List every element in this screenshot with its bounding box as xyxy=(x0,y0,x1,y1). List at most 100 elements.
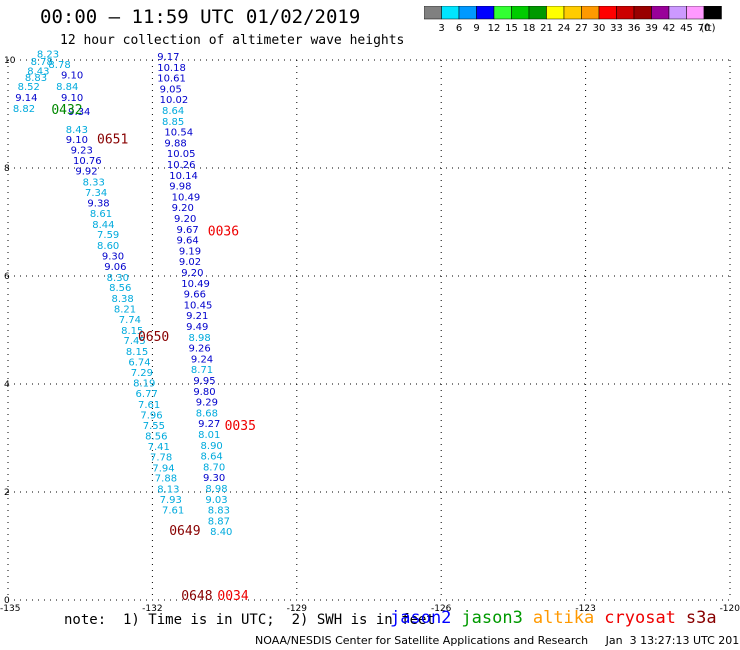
wave-height-reading: 8.83 xyxy=(208,506,230,517)
y-tick-label: 2 xyxy=(4,488,10,498)
pass-time-label: 0651 xyxy=(97,133,128,148)
wave-height-reading: 8.60 xyxy=(97,241,119,252)
x-tick-label: -123 xyxy=(575,604,595,614)
wave-height-reading: 9.24 xyxy=(191,354,213,365)
wave-height-reading: 7.94 xyxy=(152,463,174,474)
page-subtitle: 12 hour collection of altimeter wave hei… xyxy=(60,33,405,48)
wave-height-reading: 8.70 xyxy=(203,462,225,473)
pass-time-label: 0034 xyxy=(217,589,248,604)
page-title: 00:00 – 11:59 UTC 01/02/2019 xyxy=(40,6,361,28)
wave-height-reading: 8.30 xyxy=(107,273,129,284)
wave-height-reading: 7.74 xyxy=(119,315,141,326)
wave-height-reading: 9.19 xyxy=(179,246,201,257)
scale-label: 36 xyxy=(628,23,641,34)
wave-height-reading: 7.41 xyxy=(148,442,170,453)
scale-swatch xyxy=(703,6,722,20)
wave-height-reading: 8.83 xyxy=(25,73,47,84)
wave-height-reading: 9.21 xyxy=(186,311,208,322)
satellite-legend-item: altika xyxy=(532,608,595,628)
wave-height-reading: 8.33 xyxy=(83,177,105,188)
x-tick-label: -120 xyxy=(720,604,740,614)
wave-height-reading: 8.56 xyxy=(109,283,131,294)
wave-height-reading: 9.20 xyxy=(172,203,194,214)
wave-height-reading: 8.64 xyxy=(201,452,223,463)
satellite-legend-item: cryosat xyxy=(604,608,676,628)
scale-label: 27 xyxy=(575,23,588,34)
wave-height-reading: 7.96 xyxy=(140,411,162,422)
wave-height-reading: 8.98 xyxy=(205,484,227,495)
wave-height-reading: 7.78 xyxy=(150,453,172,464)
pass-time-label: 0035 xyxy=(225,419,256,434)
wave-height-reading: 8.43 xyxy=(27,67,49,78)
wave-height-reading: 8.82 xyxy=(13,104,35,115)
scale-label: 70 xyxy=(698,23,711,34)
wave-height-reading: 9.88 xyxy=(164,138,186,149)
pass-time-label: 0650 xyxy=(138,330,169,345)
wave-height-reading: 9.49 xyxy=(186,322,208,333)
wave-height-reading: 10.45 xyxy=(184,300,213,311)
wave-height-reading: 10.76 xyxy=(73,156,102,167)
wave-height-reading: 9.67 xyxy=(176,225,198,236)
scale-label: 12 xyxy=(488,23,501,34)
wave-height-reading: 9.26 xyxy=(189,344,211,355)
wave-height-reading: 9.14 xyxy=(15,93,37,104)
wave-height-reading: 8.61 xyxy=(90,209,112,220)
satellite-legend: jason2 jason3 altika cryosat s3a xyxy=(390,608,727,628)
wave-height-reading: 6.74 xyxy=(128,358,150,369)
wave-height-reading: 10.49 xyxy=(172,192,201,203)
pass-time-label: 0432 xyxy=(51,103,82,118)
scale-label: 3 xyxy=(438,23,444,34)
scale-label: 45 xyxy=(680,23,693,34)
wave-height-reading: 8.78 xyxy=(31,57,53,68)
wave-height-reading: 9.10 xyxy=(61,70,83,81)
wave-height-reading: 8.38 xyxy=(111,294,133,305)
wave-height-reading: 10.54 xyxy=(164,128,193,139)
wave-height-reading: 8.52 xyxy=(18,82,40,93)
x-tick-label: -132 xyxy=(142,604,162,614)
x-tick-label: -126 xyxy=(431,604,452,614)
wave-height-reading: 9.92 xyxy=(75,166,97,177)
y-tick-label: 4 xyxy=(4,380,10,390)
wave-height-reading: 9.03 xyxy=(205,495,227,506)
scale-label: 6 xyxy=(456,23,462,34)
satellite-legend-item: jason3 xyxy=(461,608,523,628)
scale-label: 18 xyxy=(523,23,536,34)
scale-label: 30 xyxy=(593,23,606,34)
wave-height-reading: 8.64 xyxy=(162,106,184,117)
scale-label: 24 xyxy=(558,23,571,34)
scale-label: 9 xyxy=(473,23,479,34)
wave-height-reading: 8.43 xyxy=(66,125,88,136)
y-tick-label: 6 xyxy=(4,272,10,282)
satellite-legend-item: s3a xyxy=(685,608,717,628)
wave-height-reading: 8.71 xyxy=(191,365,213,376)
wave-height-reading: 7.93 xyxy=(160,495,182,506)
color-scale-legend: 3 6 9 12 15 18 21 24 27 30 33 36 39 42 45 70(ft) xyxy=(424,6,722,34)
wave-height-reading: 8.23 xyxy=(37,49,59,60)
wave-height-reading: 8.68 xyxy=(196,408,218,419)
wave-height-reading: 9.98 xyxy=(169,182,191,193)
wave-height-reading: 9.05 xyxy=(160,84,182,95)
wave-height-reading: 9.10 xyxy=(66,135,88,146)
wave-height-reading: 8.90 xyxy=(201,441,223,452)
wave-height-reading: 9.02 xyxy=(179,257,201,268)
wave-height-reading: 9.30 xyxy=(102,251,124,262)
wave-height-reading: 8.40 xyxy=(210,527,232,538)
wave-height-reading: 10.14 xyxy=(169,171,198,182)
wave-height-reading: 6.77 xyxy=(136,389,158,400)
wave-height-reading: 8.01 xyxy=(198,430,220,441)
wave-height-reading: 9.20 xyxy=(174,214,196,225)
wave-height-reading: 8.21 xyxy=(114,305,136,316)
y-tick-label: 10 xyxy=(4,56,16,66)
wave-height-reading: 10.26 xyxy=(167,160,196,171)
footer-note: note: 1) Time is in UTC; 2) SWH is in fe… xyxy=(64,612,435,628)
wave-height-reading: 9.06 xyxy=(104,262,126,273)
satellite-legend-item: jason2 xyxy=(390,608,452,628)
wave-height-reading: 9.66 xyxy=(184,290,206,301)
wave-height-reading: 8.56 xyxy=(145,432,167,443)
wave-height-reading: 9.64 xyxy=(176,236,198,247)
wave-height-reading: 8.84 xyxy=(56,82,78,93)
wave-height-reading: 7.34 xyxy=(85,188,107,199)
wave-height-reading: 8.15 xyxy=(121,326,143,337)
y-tick-label: 8 xyxy=(4,164,10,174)
pass-time-label: 0036 xyxy=(208,225,239,240)
